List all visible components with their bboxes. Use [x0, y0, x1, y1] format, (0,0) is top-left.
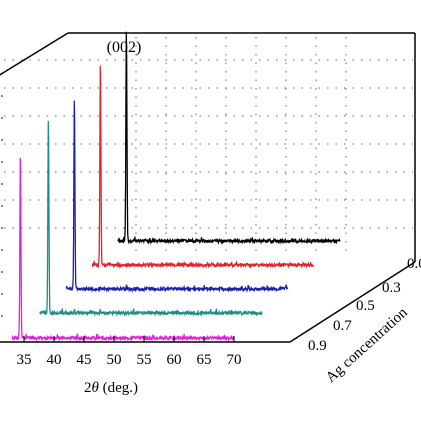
series-lines — [11, 31, 341, 342]
top-depth-edge — [0, 32, 69, 76]
x-tick-label: 55 — [137, 352, 152, 368]
series-line-ag-0.7 — [39, 120, 263, 318]
left-axis-dot — [1, 271, 3, 273]
series-line-ag-0.0 — [117, 31, 341, 246]
z-tick-label: 0.7 — [333, 318, 352, 334]
z-tick-label: 0.5 — [356, 298, 375, 314]
grid — [1, 37, 413, 317]
x-tick-label: 45 — [77, 352, 92, 368]
x-tick-label: 40 — [47, 352, 62, 368]
x-tick-label: 35 — [17, 352, 32, 368]
x-tick-label: 60 — [167, 352, 182, 368]
left-axis-dot — [1, 205, 3, 207]
peak-annotation: (002) — [107, 39, 142, 56]
z-tick-label: 0.9 — [308, 338, 327, 354]
x-tick-label: 70 — [227, 352, 242, 368]
x-tick-label: 65 — [197, 352, 212, 368]
series-line-ag-0.9 — [11, 157, 235, 342]
left-axis-dot — [1, 227, 3, 229]
left-axis-dot — [1, 293, 3, 295]
left-axis-dot — [1, 183, 3, 185]
left-axis-dot — [1, 117, 3, 119]
series-line-ag-0.5 — [65, 100, 289, 293]
z-tick-label: 0.0 — [407, 256, 421, 272]
back-panel — [0, 32, 416, 343]
z-tick-label: 0.3 — [382, 280, 401, 296]
x-axis-title: 2θ (deg.) — [84, 380, 138, 396]
series-line-ag-0.3 — [91, 65, 315, 269]
left-axis-dot — [1, 249, 3, 251]
z-axis-title: Ag concentration — [323, 304, 411, 386]
left-axis-dot — [1, 161, 3, 163]
left-axis-dot — [1, 139, 3, 141]
depth-axis-edge — [289, 261, 416, 343]
left-axis-dot — [1, 95, 3, 97]
x-tick-label: 50 — [107, 352, 122, 368]
left-axis-dot — [1, 315, 3, 317]
